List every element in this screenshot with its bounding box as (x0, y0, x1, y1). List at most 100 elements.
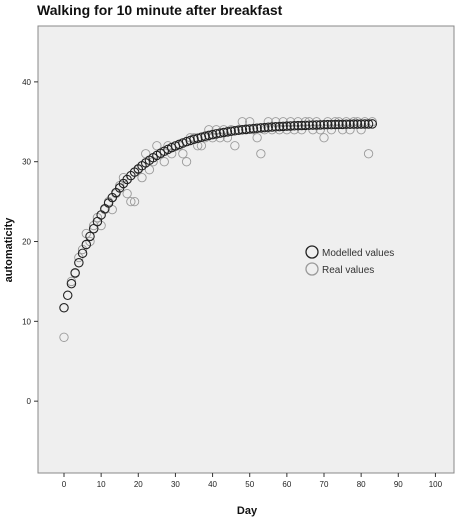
modelled-value-point (300, 120, 311, 131)
x-tick-label-50: 50 (245, 480, 254, 489)
real-value-point (126, 196, 136, 207)
modelled-value-point (270, 122, 281, 132)
modelled-value-point (334, 119, 344, 130)
modelled-value-point (241, 124, 251, 135)
modelled-value-point (204, 130, 214, 141)
modelled-value-point (278, 121, 288, 132)
modelled-value-point (285, 121, 296, 131)
y-tick-label-30: 30 (22, 158, 31, 167)
modelled-value-point (70, 268, 80, 278)
modelled-value-point (274, 121, 285, 132)
x-axis: 0 10 20 30 40 50 60 70 80 90 100 (62, 473, 443, 489)
real-value-point (252, 133, 262, 143)
modelled-value-point (263, 122, 274, 133)
modelled-value-point (215, 128, 225, 138)
real-value-point (152, 141, 162, 151)
modelled-value-point (296, 120, 307, 131)
modelled-value-point (289, 121, 300, 131)
modelled-value-point (315, 120, 326, 130)
modelled-value-point (341, 119, 352, 130)
modelled-value-point (304, 120, 314, 130)
y-tick-label-20: 20 (22, 238, 31, 247)
modelled-value-point (77, 248, 88, 259)
x-tick-label-60: 60 (282, 480, 291, 489)
real-value-point (129, 196, 140, 207)
modelled-value-point (230, 125, 240, 136)
modelled-value-point (211, 129, 222, 139)
modelled-value-point (282, 121, 292, 131)
modelled-value-point (293, 120, 303, 131)
modelled-value-point (218, 127, 229, 138)
y-axis-label: automaticity (3, 217, 15, 283)
modelled-value-point (267, 122, 277, 132)
modelled-value-point (322, 119, 333, 130)
modelled-value-point (356, 119, 366, 129)
modelled-value-point (244, 124, 255, 134)
legend-marker-real-values (305, 262, 319, 276)
modelled-value-point (196, 132, 207, 142)
modelled-value-point (226, 126, 236, 137)
modelled-value-point (259, 122, 270, 133)
y-tick-label-0: 0 (27, 397, 32, 406)
x-tick-label-80: 80 (357, 480, 366, 489)
real-value-point (122, 188, 132, 199)
modelled-value-point (256, 123, 266, 133)
x-tick-label-30: 30 (171, 480, 180, 489)
real-value-point (159, 157, 169, 167)
x-tick-label-10: 10 (97, 480, 106, 489)
real-value-point (363, 149, 374, 159)
modelled-value-point (352, 119, 363, 129)
real-value-point (59, 332, 69, 342)
real-value-point (181, 157, 192, 167)
real-value-point (256, 149, 266, 159)
chart-title: Walking for 10 minute after breakfast (37, 2, 283, 18)
x-tick-label-20: 20 (134, 480, 143, 489)
modelled-value-point (345, 119, 355, 129)
modelled-value-point (74, 257, 84, 268)
x-tick-label-40: 40 (208, 480, 217, 489)
x-tick-label-100: 100 (429, 480, 443, 489)
y-axis: 0 10 20 30 40 (22, 78, 38, 406)
modelled-value-point (330, 119, 340, 130)
modelled-value-point (319, 120, 329, 130)
modelled-value-point (348, 119, 359, 129)
modelled-value-point (337, 119, 348, 130)
real-value-point (137, 173, 147, 183)
x-tick-label-90: 90 (394, 480, 403, 489)
modelled-value-point (311, 120, 322, 130)
plot-area (37, 25, 455, 474)
modelled-value-point (360, 119, 370, 129)
modelled-value-point (62, 290, 73, 301)
modelled-value-point (85, 231, 95, 242)
real-value-point (319, 133, 329, 143)
real-value-point (66, 276, 77, 287)
modelled-value-point (200, 131, 210, 142)
modelled-value-point (222, 127, 233, 137)
legend-label-real-values: Real values (322, 265, 374, 276)
x-tick-label-0: 0 (62, 480, 67, 489)
modelled-value-point (367, 119, 378, 129)
modelled-value-point (326, 119, 337, 130)
modelled-value-point (308, 120, 318, 130)
real-value-point (178, 149, 188, 159)
modelled-value-point (192, 133, 203, 143)
modelled-value-point (81, 239, 92, 250)
legend-marker-modelled-values (305, 245, 319, 259)
modelled-value-point (66, 278, 77, 289)
legend: Modelled values Real values (305, 245, 394, 276)
modelled-value-point (363, 119, 374, 129)
y-tick-label-10: 10 (22, 317, 31, 326)
real-value-point (230, 141, 240, 151)
modelled-value-point (237, 125, 248, 135)
x-axis-label: Day (237, 505, 258, 517)
modelled-value-point (248, 123, 259, 134)
modelled-value-point (59, 303, 69, 313)
legend-label-modelled-values: Modelled values (322, 248, 394, 259)
modelled-value-point (252, 123, 262, 133)
modelled-value-point (233, 125, 244, 136)
x-tick-label-70: 70 (320, 480, 329, 489)
y-tick-label-40: 40 (22, 78, 31, 87)
modelled-value-point (207, 129, 218, 140)
modelled-values-series (59, 119, 378, 313)
